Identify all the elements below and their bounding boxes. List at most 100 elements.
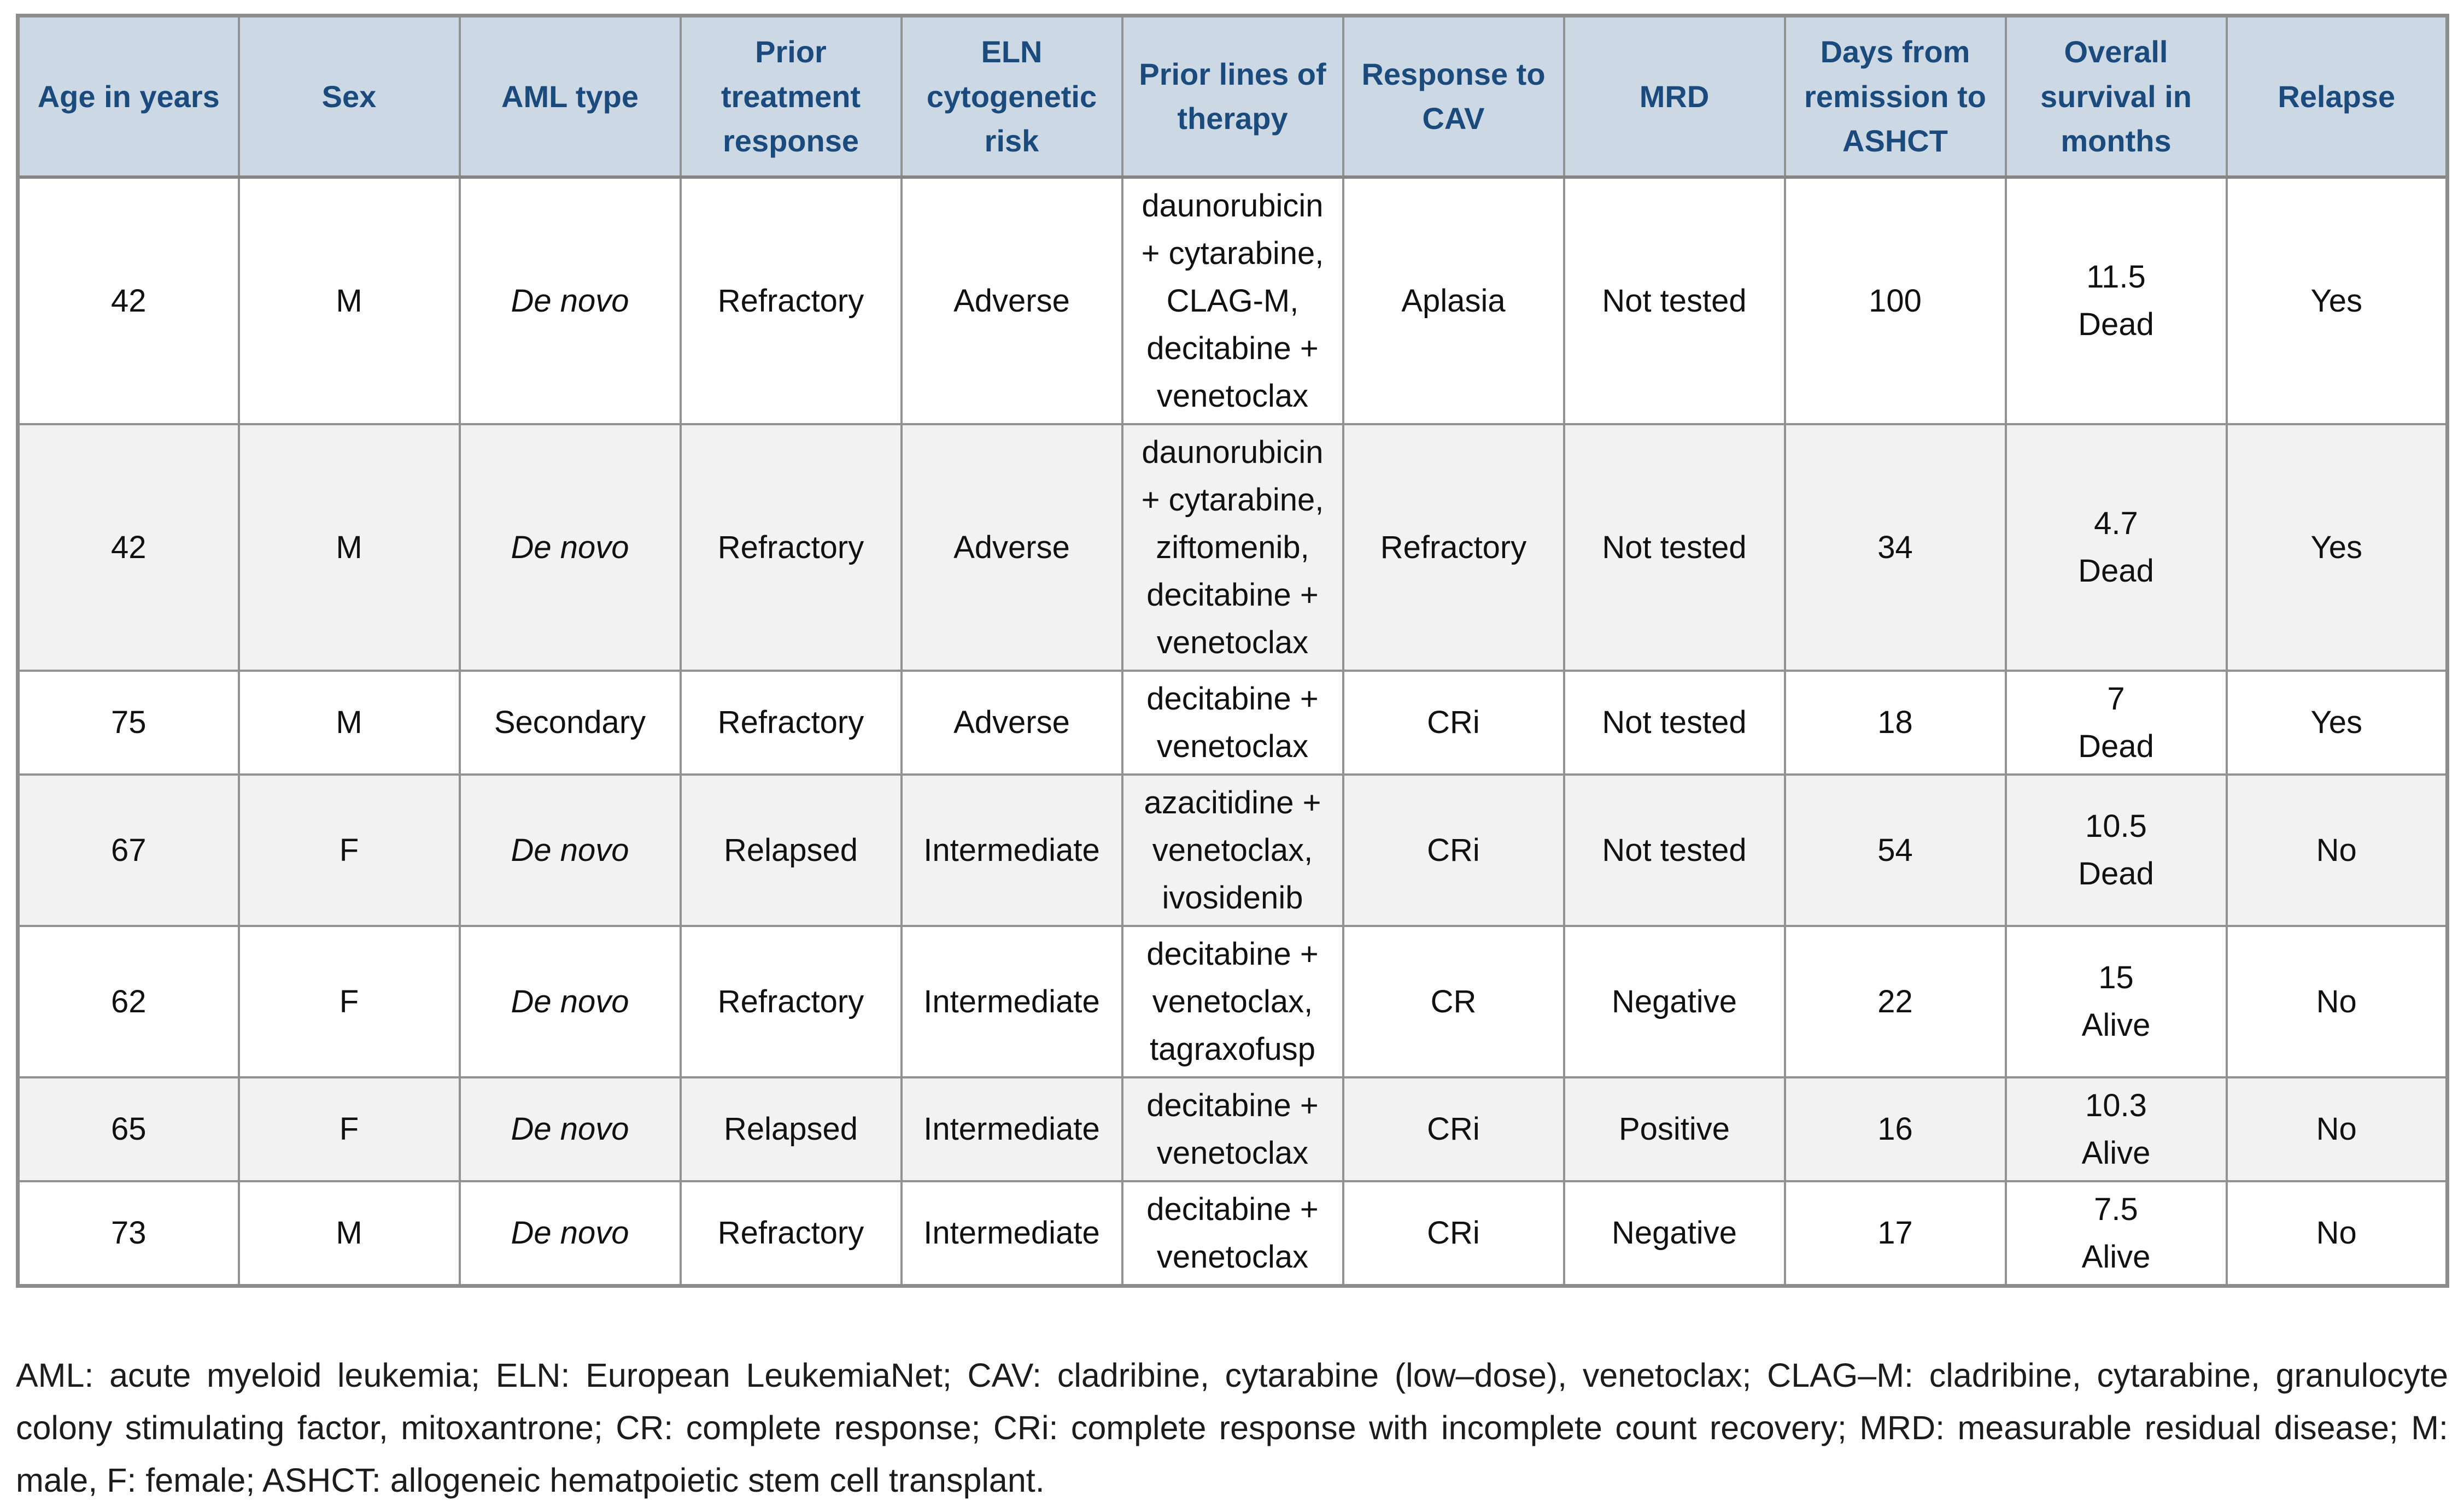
- table-row: 75 M Secondary Refractory Adverse decitabine …: [16, 669, 2449, 776]
- cell-eln-cytogenetic-risk: Adverse: [900, 669, 1123, 776]
- cell-prior-lines-of-therapy: decitabine + venetoclax: [1121, 1076, 1344, 1182]
- cell-prior-treatment-response: Refractory: [679, 423, 903, 672]
- cell-prior-treatment-response: Refractory: [679, 175, 903, 425]
- cell-age: 67: [16, 773, 240, 927]
- cell-prior-lines-of-therapy: daunorubicin + cytarabine, ziftomenib, d…: [1121, 423, 1344, 672]
- cell-overall-survival-months: 4.7 Dead: [2004, 423, 2228, 672]
- cell-days-remission-to-ashct: 17: [1783, 1180, 2007, 1287]
- cell-aml-type: Secondary: [458, 669, 682, 776]
- cell-relapse: Yes: [2225, 669, 2449, 776]
- cell-sex: F: [237, 773, 461, 927]
- cell-sex: M: [237, 1180, 461, 1287]
- column-header-response-to-cav: Response to CAV: [1342, 14, 1565, 179]
- cell-eln-cytogenetic-risk: Adverse: [900, 423, 1123, 672]
- cell-mrd: Negative: [1562, 1180, 1786, 1287]
- cell-age: 65: [16, 1076, 240, 1182]
- column-header-mrd: MRD: [1562, 14, 1786, 179]
- column-header-prior-treatment-response: Prior treatment response: [679, 14, 903, 179]
- cell-overall-survival-months: 10.5 Dead: [2004, 773, 2228, 927]
- cell-days-remission-to-ashct: 34: [1783, 423, 2007, 672]
- cell-prior-treatment-response: Refractory: [679, 924, 903, 1078]
- cell-days-remission-to-ashct: 22: [1783, 924, 2007, 1078]
- column-header-relapse: Relapse: [2225, 14, 2449, 179]
- header-row: Age in years Sex AML type Prior treatment r…: [16, 14, 2449, 179]
- cell-overall-survival-months: 7.5 Alive: [2004, 1180, 2228, 1287]
- cell-prior-lines-of-therapy: azacitidine + venetoclax, ivosidenib: [1121, 773, 1344, 927]
- cell-mrd: Not tested: [1562, 175, 1786, 425]
- cell-prior-treatment-response: Relapsed: [679, 773, 903, 927]
- table-row: 65 F De novo Relapsed Intermediate decitabine…: [16, 1076, 2449, 1182]
- cell-response-to-cav: CRi: [1342, 1076, 1565, 1182]
- cell-sex: M: [237, 669, 461, 776]
- cell-relapse: Yes: [2225, 423, 2449, 672]
- column-header-age: Age in years: [16, 14, 240, 179]
- cell-prior-lines-of-therapy: decitabine + venetoclax: [1121, 669, 1344, 776]
- table-row: 42 M De novo Refractory Adverse daunorubicin …: [16, 423, 2449, 672]
- cell-eln-cytogenetic-risk: Intermediate: [900, 924, 1123, 1078]
- cell-relapse: No: [2225, 924, 2449, 1078]
- cell-prior-treatment-response: Refractory: [679, 1180, 903, 1287]
- cell-days-remission-to-ashct: 18: [1783, 669, 2007, 776]
- cell-mrd: Not tested: [1562, 669, 1786, 776]
- table-row: 73 M De novo Refractory Intermediate decitabi…: [16, 1180, 2449, 1287]
- cell-eln-cytogenetic-risk: Intermediate: [900, 1180, 1123, 1287]
- cell-prior-lines-of-therapy: daunorubicin + cytarabine, CLAG-M, decit…: [1121, 175, 1344, 425]
- cell-prior-treatment-response: Refractory: [679, 669, 903, 776]
- column-header-prior-lines-of-therapy: Prior lines of therapy: [1121, 14, 1344, 179]
- cell-relapse: No: [2225, 1076, 2449, 1182]
- cell-days-remission-to-ashct: 54: [1783, 773, 2007, 927]
- cell-sex: F: [237, 1076, 461, 1182]
- cell-response-to-cav: CRi: [1342, 1180, 1565, 1287]
- cell-prior-lines-of-therapy: decitabine + venetoclax: [1121, 1180, 1344, 1287]
- cell-overall-survival-months: 10.3 Alive: [2004, 1076, 2228, 1182]
- table-header: Age in years Sex AML type Prior treatment r…: [16, 14, 2449, 179]
- cell-eln-cytogenetic-risk: Adverse: [900, 175, 1123, 425]
- cell-aml-type: De novo: [458, 1180, 682, 1287]
- cell-age: 42: [16, 423, 240, 672]
- cell-age: 75: [16, 669, 240, 776]
- cell-eln-cytogenetic-risk: Intermediate: [900, 1076, 1123, 1182]
- cell-aml-type: De novo: [458, 924, 682, 1078]
- cell-days-remission-to-ashct: 100: [1783, 175, 2007, 425]
- cell-age: 42: [16, 175, 240, 425]
- table-row: 62 F De novo Refractory Intermediate decitabi…: [16, 924, 2449, 1078]
- cell-mrd: Not tested: [1562, 773, 1786, 927]
- column-header-aml-type: AML type: [458, 14, 682, 179]
- cell-aml-type: De novo: [458, 1076, 682, 1182]
- table-row: 67 F De novo Relapsed Intermediate azacitidin…: [16, 773, 2449, 927]
- cell-response-to-cav: CRi: [1342, 773, 1565, 927]
- cell-response-to-cav: Refractory: [1342, 423, 1565, 672]
- cell-overall-survival-months: 7 Dead: [2004, 669, 2228, 776]
- cell-relapse: No: [2225, 1180, 2449, 1287]
- cell-overall-survival-months: 11.5 Dead: [2004, 175, 2228, 425]
- cell-mrd: Positive: [1562, 1076, 1786, 1182]
- cell-sex: F: [237, 924, 461, 1078]
- cell-aml-type: De novo: [458, 773, 682, 927]
- cell-eln-cytogenetic-risk: Intermediate: [900, 773, 1123, 927]
- cell-mrd: Not tested: [1562, 423, 1786, 672]
- cell-response-to-cav: CR: [1342, 924, 1565, 1078]
- table-body: 42 M De novo Refractory Adverse daunorubicin …: [16, 175, 2449, 1287]
- table-row: 42 M De novo Refractory Adverse daunorubicin …: [16, 175, 2449, 425]
- cell-relapse: Yes: [2225, 175, 2449, 425]
- cell-overall-survival-months: 15 Alive: [2004, 924, 2228, 1078]
- cell-aml-type: De novo: [458, 175, 682, 425]
- cell-age: 62: [16, 924, 240, 1078]
- column-header-eln-cytogenetic-risk: ELN cytogenetic risk: [900, 14, 1123, 179]
- cell-aml-type: De novo: [458, 423, 682, 672]
- cell-sex: M: [237, 423, 461, 672]
- cell-response-to-cav: CRi: [1342, 669, 1565, 776]
- column-header-days-remission-to-ashct: Days from remission to ASHCT: [1783, 14, 2007, 179]
- cell-age: 73: [16, 1180, 240, 1287]
- cell-relapse: No: [2225, 773, 2449, 927]
- table-footnote: AML: acute myeloid leukemia; ELN: Europe…: [16, 1356, 2448, 1499]
- cell-days-remission-to-ashct: 16: [1783, 1076, 2007, 1182]
- cell-prior-lines-of-therapy: decitabine + venetoclax, tagraxofusp: [1121, 924, 1344, 1078]
- cell-response-to-cav: Aplasia: [1342, 175, 1565, 425]
- cell-sex: M: [237, 175, 461, 425]
- cell-mrd: Negative: [1562, 924, 1786, 1078]
- column-header-overall-survival-months: Overall survival in months: [2004, 14, 2228, 179]
- patient-characteristics-table: Age in years Sex AML type Prior treatment r…: [16, 14, 2449, 1288]
- column-header-sex: Sex: [237, 14, 461, 179]
